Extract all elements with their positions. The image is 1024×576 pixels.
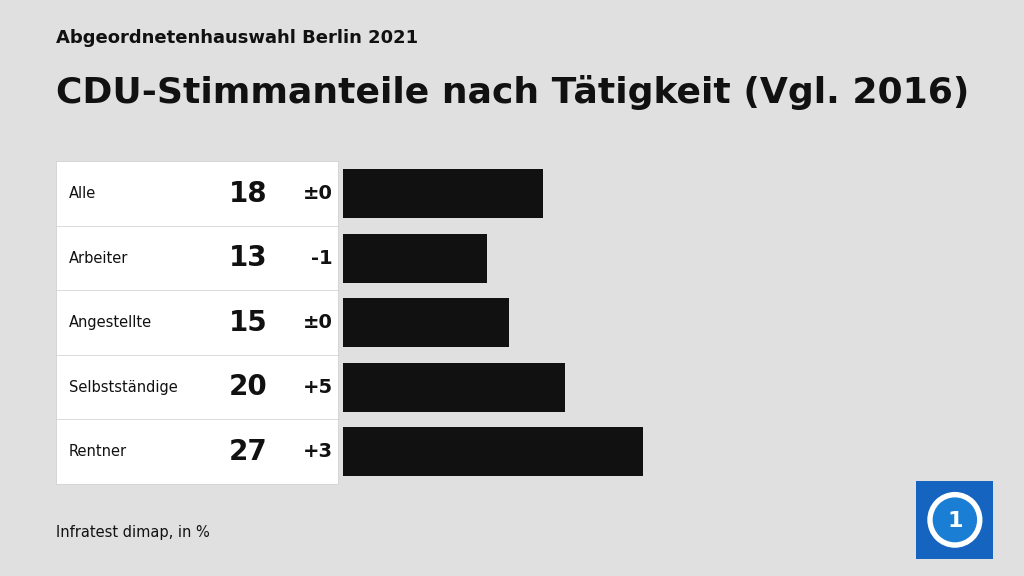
- Text: 18: 18: [229, 180, 267, 207]
- FancyBboxPatch shape: [56, 161, 338, 484]
- Text: Selbstständige: Selbstständige: [69, 380, 177, 395]
- Text: Arbeiter: Arbeiter: [69, 251, 128, 266]
- Text: +5: +5: [303, 378, 333, 396]
- FancyBboxPatch shape: [343, 298, 510, 347]
- FancyBboxPatch shape: [343, 427, 643, 476]
- FancyBboxPatch shape: [913, 478, 996, 562]
- Text: ±0: ±0: [303, 313, 333, 332]
- Text: 20: 20: [229, 373, 267, 401]
- Text: ±0: ±0: [303, 184, 333, 203]
- Text: 1: 1: [947, 511, 963, 532]
- Text: Rentner: Rentner: [69, 444, 127, 459]
- Text: Alle: Alle: [69, 186, 96, 201]
- FancyBboxPatch shape: [343, 169, 543, 218]
- Text: CDU-Stimmanteile nach Tätigkeit (Vgl. 2016): CDU-Stimmanteile nach Tätigkeit (Vgl. 20…: [56, 75, 970, 110]
- Text: 15: 15: [229, 309, 267, 336]
- Text: 27: 27: [229, 438, 267, 465]
- Text: Abgeordnetenhauswahl Berlin 2021: Abgeordnetenhauswahl Berlin 2021: [56, 29, 419, 47]
- Text: 13: 13: [229, 244, 267, 272]
- Circle shape: [934, 498, 977, 541]
- FancyBboxPatch shape: [343, 233, 487, 283]
- Text: Infratest dimap, in %: Infratest dimap, in %: [56, 525, 210, 540]
- Text: +3: +3: [303, 442, 333, 461]
- Text: Angestellte: Angestellte: [69, 315, 152, 330]
- FancyBboxPatch shape: [343, 362, 565, 412]
- Text: -1: -1: [311, 249, 333, 267]
- Circle shape: [928, 492, 982, 547]
